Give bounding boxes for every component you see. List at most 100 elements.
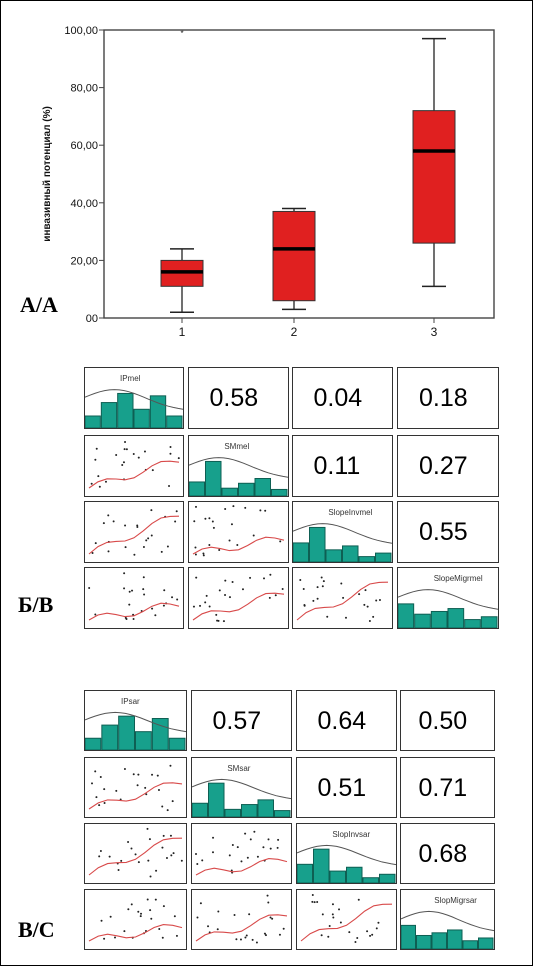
scatter-point [94,458,97,461]
scatter-point [248,913,251,916]
scatter-point [103,802,106,805]
scatter-point [358,593,361,596]
scatter-point [251,938,254,941]
scatter-point [94,542,97,545]
correlation-cell: 0.11 [292,435,393,497]
scatter-point [274,594,277,597]
scatter-cell [84,889,187,950]
scatter-point [115,454,118,457]
scatter-cell [84,757,187,818]
scatter-point [240,860,243,863]
scatter-point [245,934,248,937]
scatter-point [377,921,380,924]
scatter-point [224,579,227,582]
y-tick-label: 40,00 [70,198,98,210]
scatter-point [328,924,331,927]
scatter-point [149,909,152,912]
correlation-cell: 0.55 [397,501,499,563]
scatter-point [239,938,242,941]
scatter-point [266,894,269,897]
density-curve [398,589,498,610]
scatter-point [115,789,118,792]
scatter-point [130,847,133,850]
smoother-line [195,914,288,942]
histogram [192,778,291,817]
scatter-point [130,903,133,906]
scatter-point [332,916,335,919]
scatter-point [216,928,219,931]
scatter-point [202,554,205,557]
histogram [398,589,498,628]
scatter-point [316,597,319,600]
smoother-line [88,837,183,876]
scatter-point [340,582,343,585]
histogram-cell: SMsar [191,757,292,818]
correlation-value: 0.11 [313,452,361,480]
scatter-point [142,588,145,591]
scatter-cell [84,435,184,497]
scatter-point [146,827,149,830]
scatter-plot [88,509,180,556]
scatter-point [224,593,227,596]
histogram [85,711,186,750]
scatter-point [154,898,157,901]
correlation-cell: 0.51 [296,757,397,818]
histogram [401,910,494,949]
scatter-point [169,834,172,837]
scatter-point [281,587,284,590]
scatter-point [271,917,274,920]
scatter-point [236,544,239,547]
scatter-point [175,934,178,937]
scatter-point [321,913,324,916]
histogram-bar [274,810,291,817]
histogram-bar [271,488,288,496]
scatter-point [128,603,131,606]
scatter-point [278,933,281,936]
histogram-bar [398,603,415,628]
scatter-point [196,862,199,865]
scatter-point [259,509,262,512]
scatter-point [252,534,255,537]
scatter-point [127,840,130,843]
scatter-point [163,589,166,592]
scatter-point [256,855,259,858]
correlation-value: 0.58 [209,384,259,412]
scatter-point [156,774,159,777]
scatter-plot [88,572,180,621]
box-3 [412,37,456,288]
histogram-bar [414,613,431,628]
correlation-value: 0.50 [418,706,468,735]
scatter-point [208,544,211,547]
scatter-point [364,589,367,592]
scatter-point [162,834,165,837]
scatter-point [195,852,198,855]
variable-label: SlopMigrsar [434,896,477,905]
scatter-point [241,588,244,591]
scatter-point [268,596,271,599]
density-curve [401,910,494,932]
histogram-bar [100,402,118,428]
smoother-line [296,581,389,621]
scatter-point [320,576,323,579]
scatter-point [177,457,180,460]
histogram-bar [221,487,238,496]
scatter-point [136,525,139,528]
scatter-point [176,598,179,601]
histogram-bar [480,616,498,628]
correlation-cell: 0.18 [397,367,499,429]
histogram-bar [478,937,494,949]
scatter-point [215,613,218,616]
scatter-point [244,506,247,509]
scatter-point [123,448,126,451]
scatter-point [316,901,319,904]
histogram-bar [224,808,241,817]
scatter-point [244,936,247,939]
box-plot-chart: 00 20,00 40,00 60,00 80,00 100,00 инвазивный п… [42,25,495,339]
scatter-point [91,782,94,785]
density-curve [293,523,392,544]
scatter-point [166,809,169,812]
correlation-value: 0.27 [419,452,468,480]
scatter-point [357,898,360,901]
scatter-point [212,836,215,839]
scatter-point [145,539,148,542]
